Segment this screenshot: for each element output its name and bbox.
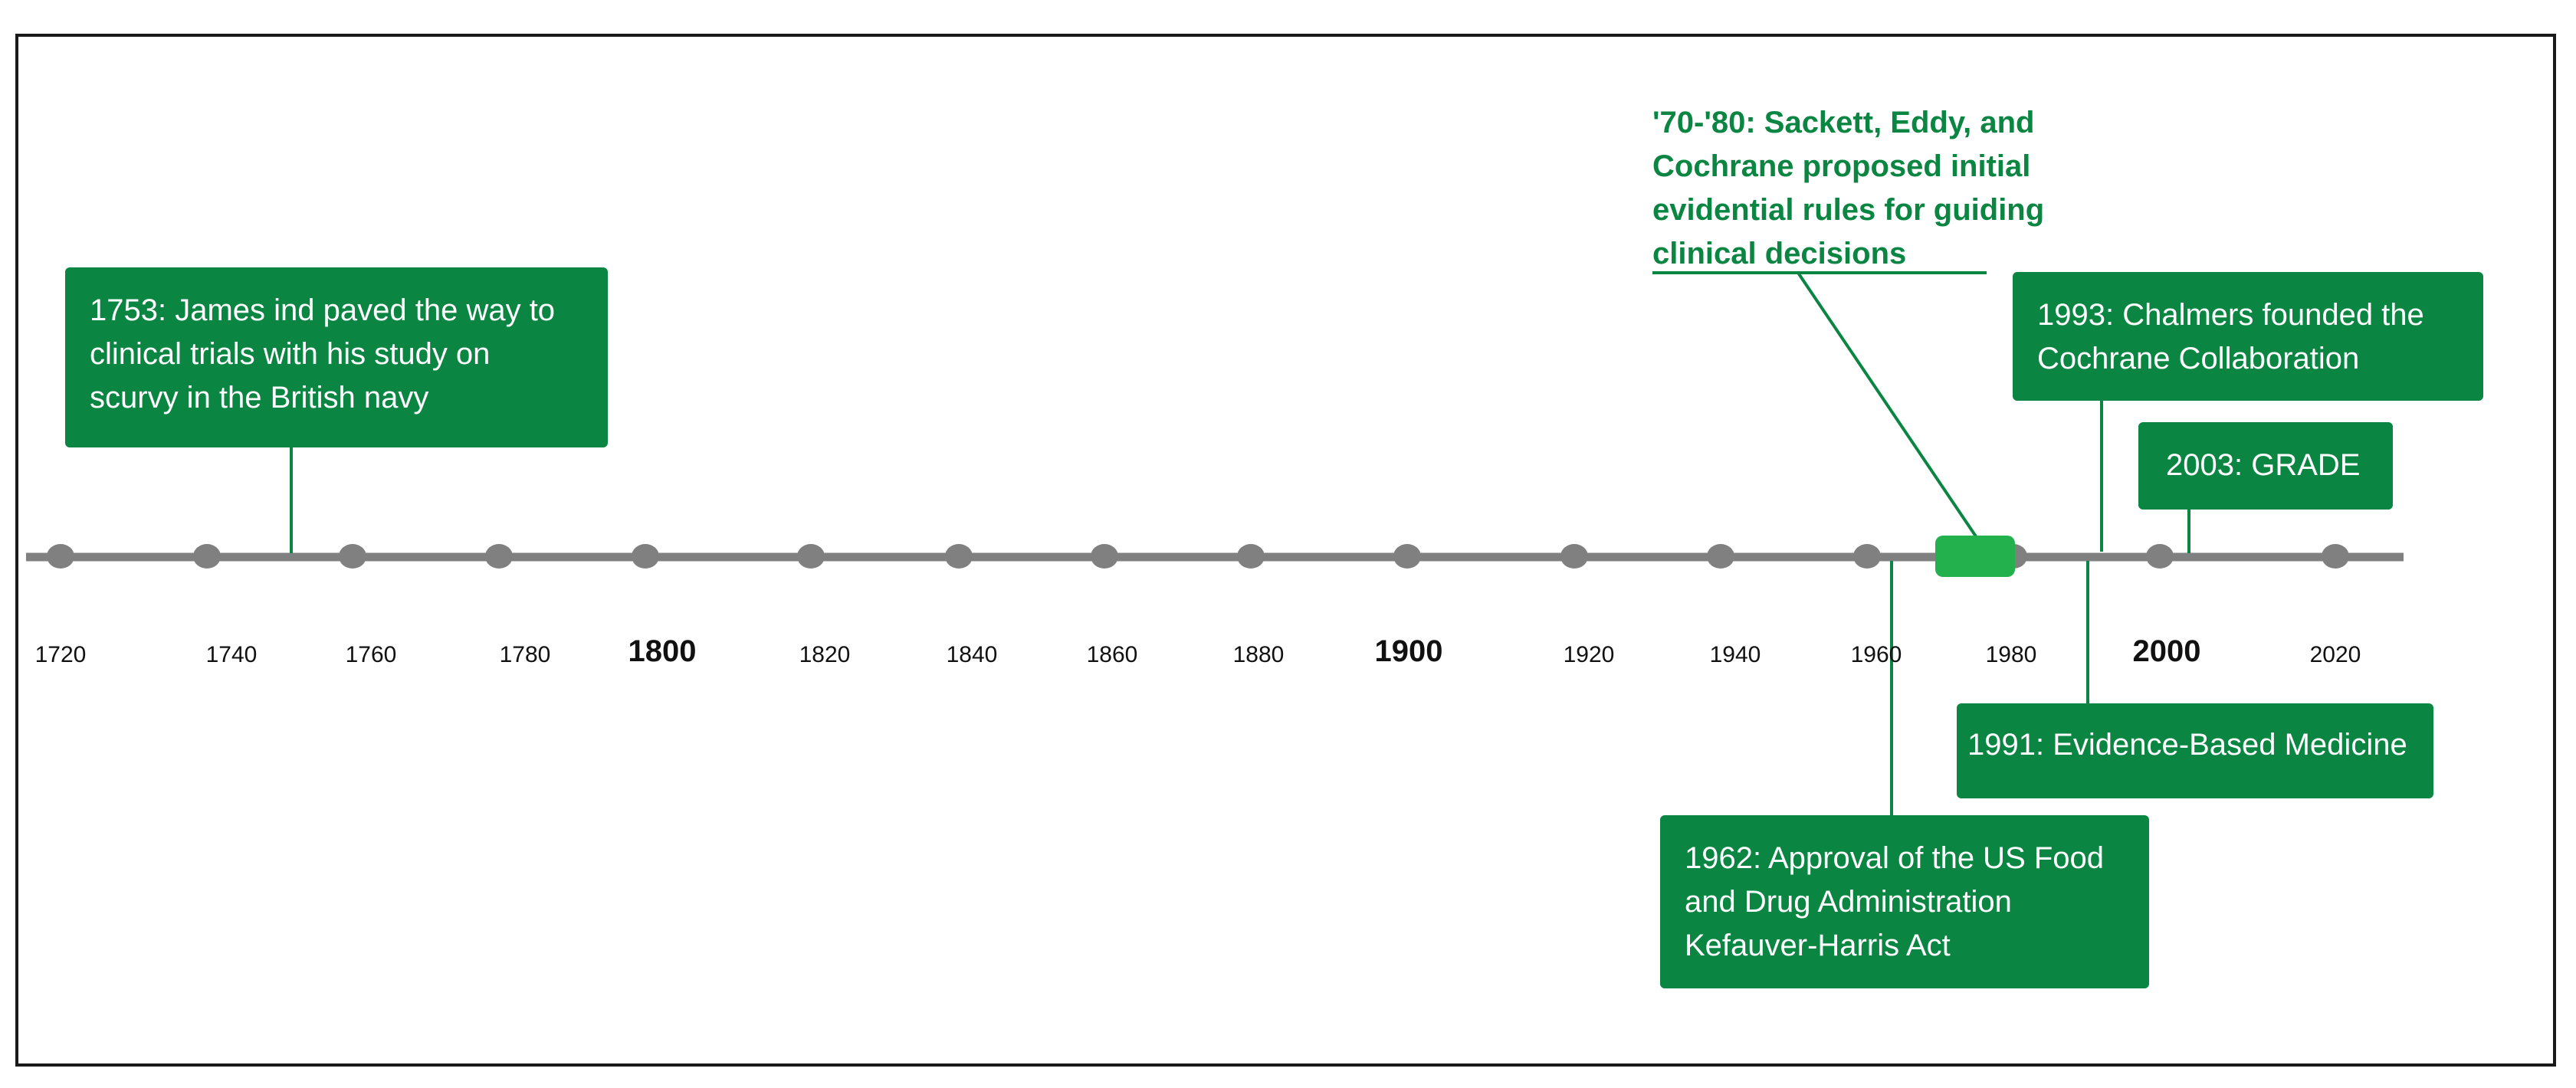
tick-label-1800: 1800 <box>628 634 697 668</box>
tick-label-1760: 1760 <box>345 642 397 667</box>
tick-label-1860: 1860 <box>1086 642 1138 667</box>
event-box-1991: 1991: Evidence-Based Medicine <box>1957 703 2433 798</box>
timeline-dot-2000 <box>2146 544 2174 569</box>
event-text-line: Cochrane Collaboration <box>2037 342 2360 375</box>
timeline-dot-1860 <box>1091 544 1118 569</box>
timeline-dot-1820 <box>797 544 825 569</box>
event-text-line: '70-'80: Sackett, Eddy, and <box>1652 106 2035 139</box>
timeline-dot-1940 <box>1707 544 1734 569</box>
tick-label-1740: 1740 <box>205 642 258 667</box>
connector-sackett <box>1797 271 1977 538</box>
tick-label-1880: 1880 <box>1232 642 1285 667</box>
tick-label-1780: 1780 <box>499 642 551 667</box>
event-text-line: 1993: Chalmers founded the <box>2037 298 2424 332</box>
tick-label-2000: 2000 <box>2132 634 2201 668</box>
tick-label-1980: 1980 <box>1985 642 2037 667</box>
event-text-line: Cochrane proposed initial <box>1652 149 2031 183</box>
tick-label-2020: 2020 <box>2309 642 2361 667</box>
timeline-dot-1960 <box>1853 544 1881 569</box>
event-text-line: clinical decisions <box>1652 237 1907 270</box>
tick-label-1900: 1900 <box>1374 634 1443 668</box>
event-box-2003: 2003: GRADE <box>2138 422 2393 510</box>
period-marker-70-80 <box>1935 536 2015 577</box>
tick-label-1840: 1840 <box>946 642 998 667</box>
tick-label-1920: 1920 <box>1563 642 1615 667</box>
timeline-dot-1880 <box>1237 544 1265 569</box>
event-text-70-80: '70-'80: Sackett, Eddy, and Cochrane pro… <box>1652 101 2128 276</box>
event-text-line: and Drug Administration <box>1685 885 2012 919</box>
event-text-line: 2003: GRADE <box>2166 448 2361 482</box>
timeline-dot-1760 <box>339 544 366 569</box>
tick-label-1940: 1940 <box>1709 642 1761 667</box>
event-text-line: clinical trials with his study on <box>90 337 491 371</box>
diagram-frame <box>15 34 2556 1067</box>
timeline-dot-1900 <box>1393 544 1421 569</box>
event-box-1753: 1753: James ind paved the way to clinica… <box>65 267 608 447</box>
timeline-dot-1720 <box>47 544 74 569</box>
timeline-dot-2020 <box>2322 544 2349 569</box>
event-text-line: 1753: James ind paved the way to <box>90 293 556 327</box>
tick-label-1960: 1960 <box>1850 642 1902 667</box>
event-text-line: Kefauver-Harris Act <box>1685 929 1951 962</box>
event-text-line: scurvy in the British navy <box>90 381 429 415</box>
event-text-line: 1991: Evidence-Based Medicine <box>1967 728 2407 762</box>
event-text-line: evidential rules for guiding <box>1652 193 2045 227</box>
timeline-dot-1840 <box>945 544 973 569</box>
timeline-dot-1780 <box>485 544 513 569</box>
timeline-dot-1800 <box>632 544 659 569</box>
timeline-dot-1920 <box>1560 544 1588 569</box>
event-text-line: 1962: Approval of the US Food <box>1685 841 2105 875</box>
tick-label-1820: 1820 <box>799 642 851 667</box>
timeline-dot-1740 <box>193 544 221 569</box>
event-box-1962: 1962: Approval of the US Food and Drug A… <box>1660 815 2149 988</box>
event-box-1993: 1993: Chalmers founded the Cochrane Coll… <box>2013 272 2483 401</box>
tick-label-1720: 1720 <box>34 642 87 667</box>
